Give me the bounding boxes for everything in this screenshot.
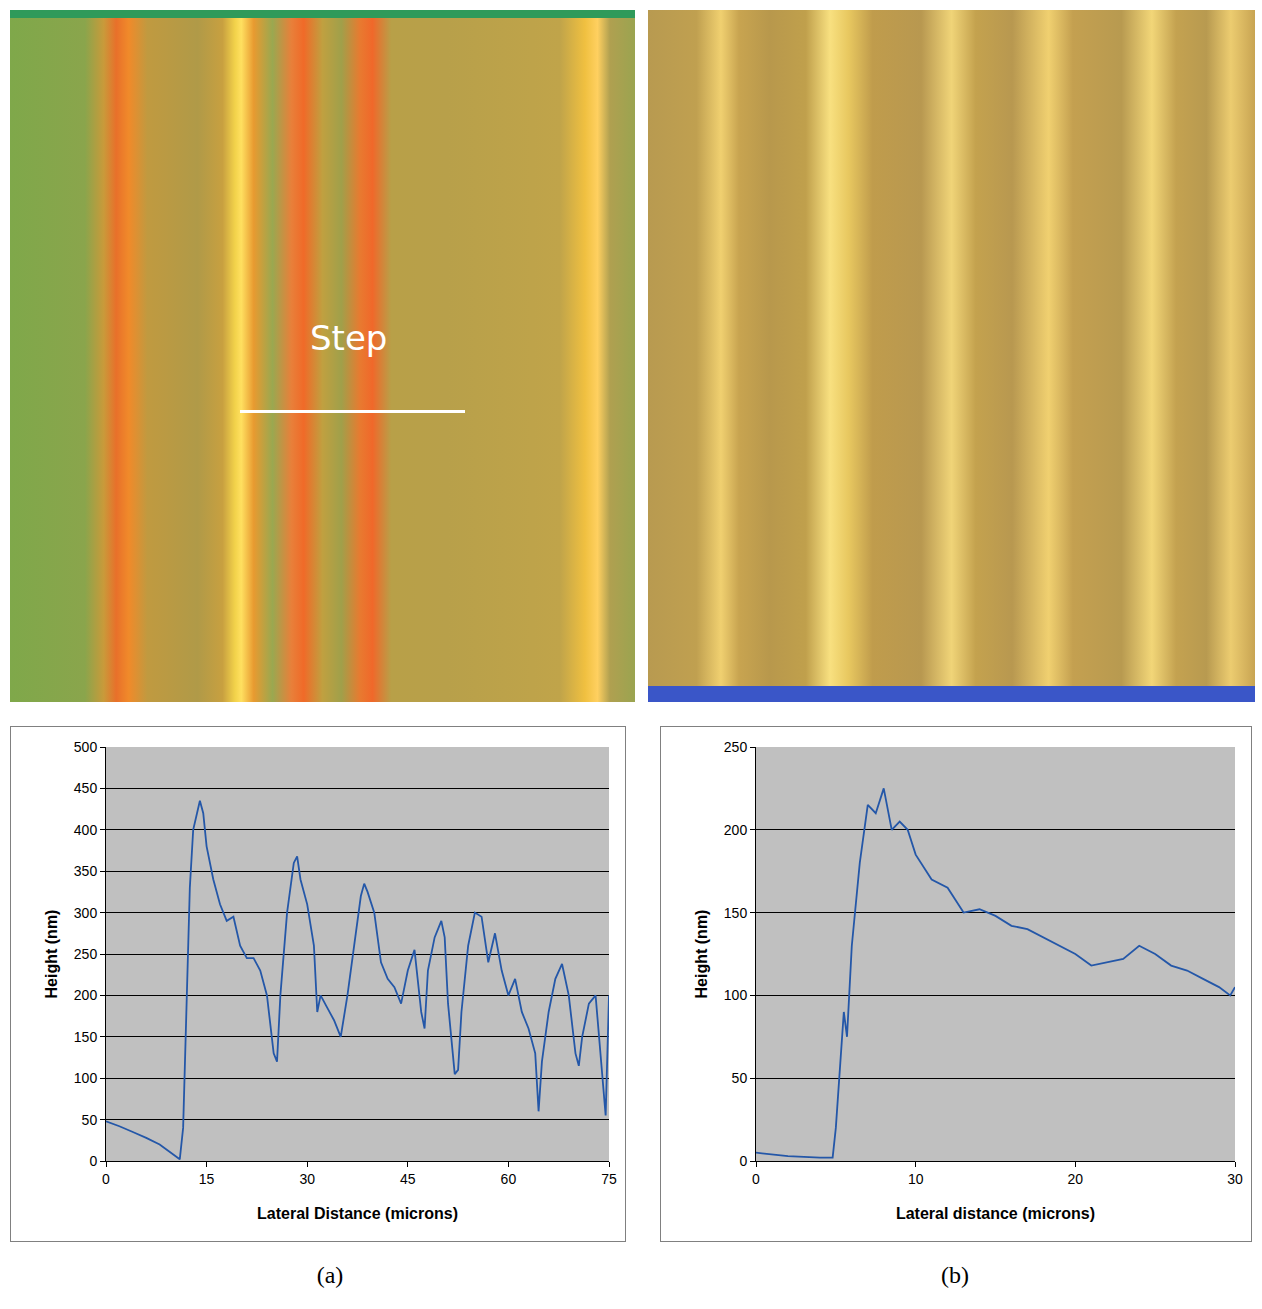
svg-text:100: 100 <box>74 1070 98 1086</box>
svg-text:20: 20 <box>1068 1171 1084 1187</box>
svg-text:100: 100 <box>724 987 748 1003</box>
svg-text:0: 0 <box>89 1153 97 1169</box>
svg-text:45: 45 <box>400 1171 416 1187</box>
html-text:(b): (b) <box>941 1262 969 1288</box>
svg-text:200: 200 <box>724 822 748 838</box>
svg-text:250: 250 <box>724 739 748 755</box>
svg-text:Lateral Distance (microns): Lateral Distance (microns) <box>257 1205 458 1222</box>
svg-text:30: 30 <box>299 1171 315 1187</box>
svg-text:50: 50 <box>82 1112 98 1128</box>
svg-text:0: 0 <box>739 1153 747 1169</box>
svg-text:Height (nm): Height (nm) <box>693 910 710 999</box>
svg-text:0: 0 <box>102 1171 110 1187</box>
html-text:Step: Step <box>310 318 388 358</box>
svg-text:350: 350 <box>74 863 98 879</box>
svg-text:50: 50 <box>732 1070 748 1086</box>
svg-text:500: 500 <box>74 739 98 755</box>
svg-text:60: 60 <box>501 1171 517 1187</box>
svg-text:200: 200 <box>74 987 98 1003</box>
svg-text:10: 10 <box>908 1171 924 1187</box>
svg-text:400: 400 <box>74 822 98 838</box>
svg-text:150: 150 <box>724 905 748 921</box>
svg-text:Lateral distance (microns): Lateral distance (microns) <box>896 1205 1095 1222</box>
svg-text:250: 250 <box>74 946 98 962</box>
svg-text:75: 75 <box>601 1171 617 1187</box>
svg-text:30: 30 <box>1227 1171 1243 1187</box>
svg-text:15: 15 <box>199 1171 215 1187</box>
svg-text:Height (nm): Height (nm) <box>43 910 60 999</box>
svg-text:300: 300 <box>74 905 98 921</box>
svg-text:450: 450 <box>74 780 98 796</box>
html-text:(a): (a) <box>316 1262 344 1288</box>
svg-text:0: 0 <box>752 1171 760 1187</box>
svg-text:150: 150 <box>74 1029 98 1045</box>
